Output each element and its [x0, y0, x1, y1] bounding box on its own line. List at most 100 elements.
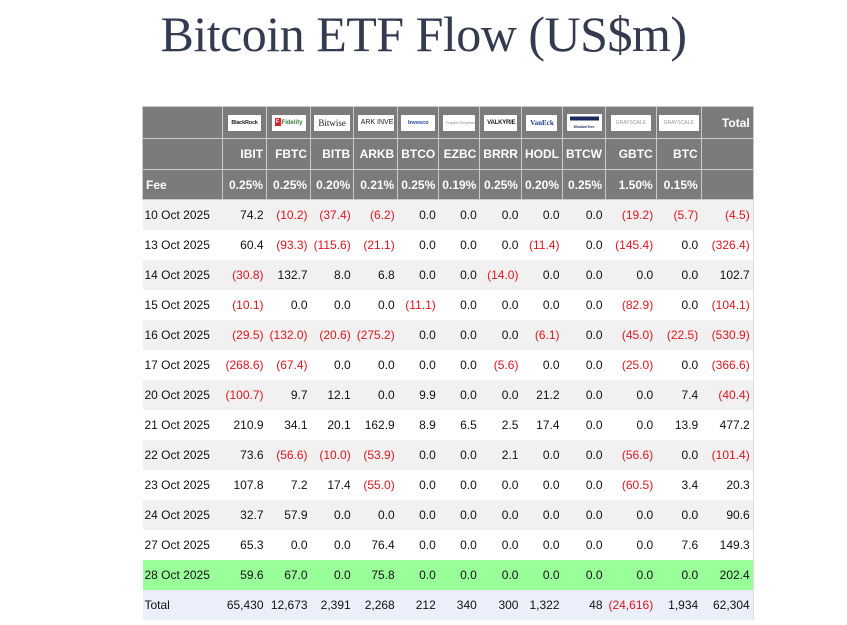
fee-btc: 0.15%: [655, 169, 702, 200]
flow-row: 24 Oct 2025 32.7 57.9 0.0 0.0 0.0 0.0 0.0 0.0 0.0…: [142, 500, 754, 530]
flow-date: 16 Oct 2025: [142, 320, 223, 350]
flow-value-gbtc: 0.0: [605, 410, 657, 440]
flow-value-ezbc: 0.0: [438, 290, 480, 320]
flow-value-bitb: 0.0: [310, 350, 354, 380]
flow-value-btco: 0.0: [397, 500, 439, 530]
flow-value-btc: 13.9: [656, 410, 702, 440]
flow-value-ibit: 60.4: [222, 230, 267, 260]
flow-value-total: 149.3: [701, 530, 754, 560]
flow-value-brrr: 300: [479, 590, 522, 620]
flow-date: 23 Oct 2025: [142, 470, 223, 500]
flow-value-fbtc: 0.0: [266, 290, 311, 320]
flow-value-btcw: 0.0: [562, 380, 606, 410]
flow-value-btco: 0.0: [397, 440, 439, 470]
flow-row: 10 Oct 2025 74.2 (10.2) (37.4) (6.2) 0.0 0.0 0.…: [142, 199, 754, 230]
flow-value-ezbc: 0.0: [438, 560, 480, 590]
flow-value-total: (104.1): [701, 290, 754, 320]
issuer-logo-franklin: Franklin Templeton: [438, 106, 481, 139]
flow-value-btc: 0.0: [656, 560, 702, 590]
ticker-corner-cell: [142, 138, 223, 170]
flow-value-btc: 1,934: [656, 590, 702, 620]
flow-date: 27 Oct 2025: [142, 530, 223, 560]
flow-value-brrr: 0.0: [479, 230, 522, 260]
flow-row: 17 Oct 2025 (268.6) (67.4) 0.0 0.0 0.0 0.0 (5.6…: [142, 350, 754, 380]
vaneck-logo-icon: VanEck: [526, 114, 558, 131]
flow-value-bitb: 8.0: [310, 260, 354, 290]
flow-row: 20 Oct 2025 (100.7) 9.7 12.1 0.0 9.9 0.0 0.0 21.…: [142, 380, 754, 410]
grayscale-logo-icon: GRAYSCALE: [658, 114, 699, 131]
flow-date: 24 Oct 2025: [142, 500, 223, 530]
issuer-logo-bitwise: Bitwise: [310, 106, 355, 139]
flow-value-ibit: (268.6): [222, 350, 267, 380]
flow-value-fbtc: 57.9: [266, 500, 311, 530]
blackrock-logo-icon: BlackRock: [228, 114, 262, 131]
flow-value-fbtc: 7.2: [266, 470, 311, 500]
flow-value-ibit: 32.7: [222, 500, 267, 530]
flow-value-hodl: 0.0: [521, 290, 563, 320]
total-row: Total 65,430 12,673 2,391 2,268 212 340 300 1,32…: [142, 590, 754, 620]
flow-value-brrr: 2.1: [479, 440, 522, 470]
flow-value-btco: 0.0: [397, 530, 439, 560]
flow-value-gbtc: 0.0: [605, 260, 657, 290]
flow-value-total: (326.4): [701, 230, 754, 260]
flow-value-gbtc: (25.0): [605, 350, 657, 380]
flow-value-ibit: 73.6: [222, 440, 267, 470]
ticker-arkb: ARKB: [353, 138, 399, 170]
flow-value-btc: (22.5): [656, 320, 702, 350]
flow-value-ibit: (30.8): [222, 260, 267, 290]
flow-value-arkb: 0.0: [353, 380, 398, 410]
flow-value-gbtc: 0.0: [605, 380, 657, 410]
flow-date: 20 Oct 2025: [142, 380, 223, 410]
flow-value-total: (101.4): [701, 440, 754, 470]
flow-value-hodl: (6.1): [521, 320, 563, 350]
flow-value-hodl: 17.4: [521, 410, 563, 440]
flow-row: 28 Oct 2025 59.6 67.0 0.0 75.8 0.0 0.0 0.0 0.0 0.…: [142, 560, 754, 590]
issuer-logo-grayscale-gbtc: GRAYSCALE: [605, 106, 657, 139]
flow-row: 15 Oct 2025 (10.1) 0.0 0.0 0.0 (11.1) 0.0 0.0 0.…: [142, 290, 754, 320]
flow-value-fbtc: 12,673: [266, 590, 311, 620]
flow-value-fbtc: 34.1: [266, 410, 311, 440]
ticker-ibit: IBIT: [221, 138, 268, 170]
flow-value-btco: 212: [397, 590, 439, 620]
flow-value-btcw: 0.0: [562, 230, 606, 260]
flow-value-btco: 0.0: [397, 350, 439, 380]
flow-value-total: 62,304: [701, 590, 754, 620]
ticker-hodl: HODL: [520, 138, 564, 170]
flow-value-fbtc: (132.0): [266, 320, 311, 350]
flow-value-bitb: 0.0: [310, 500, 354, 530]
flow-value-fbtc: (67.4): [266, 350, 311, 380]
flow-value-arkb: 75.8: [353, 560, 398, 590]
flow-value-arkb: (275.2): [353, 320, 398, 350]
issuer-logo-invesco: Invesco: [397, 106, 440, 139]
flow-value-hodl: 0.0: [521, 560, 563, 590]
ticker-ezbc: EZBC: [438, 138, 481, 170]
flow-value-fbtc: (56.6): [266, 440, 311, 470]
flow-value-hodl: 0.0: [521, 500, 563, 530]
flow-value-hodl: (11.4): [521, 230, 563, 260]
issuer-logo-valkyrie: VALKYRIE: [479, 106, 522, 139]
total-column-header: Total: [700, 106, 754, 139]
ticker-row: IBIT FBTC BITB ARKB BTCO EZBC BRRR HODL …: [142, 138, 754, 170]
flow-value-btc: 3.4: [656, 470, 702, 500]
flow-value-fbtc: (10.2): [266, 199, 311, 230]
ticker-total-blank: [700, 138, 754, 170]
flow-value-arkb: (55.0): [353, 470, 398, 500]
flow-value-btcw: 0.0: [562, 440, 606, 470]
flow-value-bitb: (115.6): [310, 230, 354, 260]
flow-value-hodl: 0.0: [521, 530, 563, 560]
flow-value-arkb: 0.0: [353, 350, 398, 380]
flow-value-btcw: 0.0: [562, 199, 606, 230]
flow-value-ezbc: 0.0: [438, 440, 480, 470]
flow-value-brrr: 0.0: [479, 500, 522, 530]
flow-value-total: 20.3: [701, 470, 754, 500]
flow-value-ibit: 59.6: [222, 560, 267, 590]
flow-value-arkb: 0.0: [353, 500, 398, 530]
flow-value-btc: 0.0: [656, 230, 702, 260]
flow-value-arkb: 6.8: [353, 260, 398, 290]
flow-value-brrr: 0.0: [479, 320, 522, 350]
flow-value-hodl: 21.2: [521, 380, 563, 410]
corner-cell: [142, 106, 223, 139]
flow-table-body: 10 Oct 2025 74.2 (10.2) (37.4) (6.2) 0.0 0.0 0.…: [142, 199, 754, 620]
flow-row: 23 Oct 2025 107.8 7.2 17.4 (55.0) 0.0 0.0 0.0 0.…: [142, 470, 754, 500]
